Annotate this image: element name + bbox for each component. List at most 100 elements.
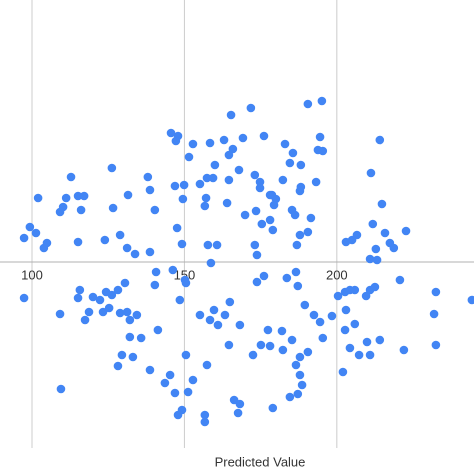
point: [345, 343, 355, 353]
point: [136, 333, 146, 343]
point: [318, 146, 328, 156]
point: [265, 341, 275, 351]
point: [123, 190, 133, 200]
point: [125, 315, 135, 325]
point: [181, 350, 191, 360]
point: [117, 350, 127, 360]
point: [255, 177, 265, 187]
point: [278, 345, 288, 355]
point: [145, 185, 155, 195]
point: [255, 183, 265, 193]
point: [171, 136, 181, 146]
point: [95, 295, 105, 305]
point: [31, 228, 41, 238]
point: [200, 201, 210, 211]
point: [303, 347, 313, 357]
point: [213, 320, 223, 330]
x-tick-label: 200: [326, 267, 348, 282]
point: [309, 310, 319, 320]
point: [226, 110, 236, 120]
point: [293, 389, 303, 399]
point: [395, 275, 405, 285]
point: [295, 186, 305, 196]
point: [259, 271, 269, 281]
point: [113, 361, 123, 371]
point: [300, 300, 310, 310]
point: [225, 297, 235, 307]
point: [73, 293, 83, 303]
point: [377, 199, 387, 209]
point: [285, 158, 295, 168]
point: [33, 193, 43, 203]
point: [184, 152, 194, 162]
point: [55, 309, 65, 319]
point: [98, 307, 108, 317]
point: [202, 360, 212, 370]
point: [79, 191, 89, 201]
point: [292, 240, 302, 250]
point: [250, 170, 260, 180]
point: [80, 315, 90, 325]
point: [151, 267, 161, 277]
point: [467, 295, 474, 305]
point: [88, 292, 98, 302]
point: [257, 219, 267, 229]
point: [104, 303, 114, 313]
point: [375, 335, 385, 345]
point: [76, 205, 86, 215]
point: [350, 319, 360, 329]
point: [295, 352, 305, 362]
point: [240, 210, 250, 220]
point: [389, 243, 399, 253]
point: [128, 352, 138, 362]
point: [219, 135, 229, 145]
point: [278, 175, 288, 185]
point: [303, 99, 313, 109]
point: [341, 305, 351, 315]
point: [143, 172, 153, 182]
point: [317, 96, 327, 106]
point: [122, 307, 132, 317]
point: [209, 305, 219, 315]
point: [100, 235, 110, 245]
point: [195, 310, 205, 320]
point: [263, 325, 273, 335]
point: [287, 335, 297, 345]
point: [354, 350, 364, 360]
point: [170, 181, 180, 191]
point: [269, 200, 279, 210]
point: [166, 128, 176, 138]
point: [203, 240, 213, 250]
x-tick-label: 100: [21, 267, 43, 282]
point: [372, 255, 382, 265]
point: [268, 225, 278, 235]
point: [296, 160, 306, 170]
point: [19, 293, 29, 303]
point: [303, 227, 313, 237]
point: [125, 332, 135, 342]
point: [340, 325, 350, 335]
point: [311, 177, 321, 187]
point: [399, 345, 409, 355]
point: [73, 191, 83, 201]
point: [368, 219, 378, 229]
point: [220, 310, 230, 320]
point: [429, 309, 439, 319]
point: [224, 150, 234, 160]
point: [251, 206, 261, 216]
point: [39, 243, 49, 253]
point: [327, 311, 337, 321]
point: [205, 138, 215, 148]
point: [366, 168, 376, 178]
point: [173, 410, 183, 420]
point: [66, 172, 76, 182]
point: [168, 265, 178, 275]
point: [288, 148, 298, 158]
point: [280, 139, 290, 149]
x-axis-label: Predicted Value: [215, 454, 306, 469]
point: [210, 160, 220, 170]
point: [306, 213, 316, 223]
point: [365, 350, 375, 360]
point: [150, 205, 160, 215]
